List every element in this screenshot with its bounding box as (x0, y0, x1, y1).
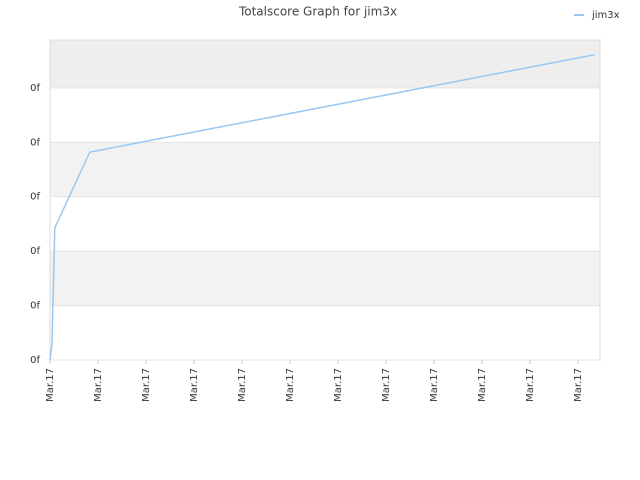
x-tick-label: Mar.17 (429, 368, 440, 402)
x-tick-label: Mar.17 (285, 368, 296, 402)
y-tick-label: 0f (30, 192, 40, 203)
x-tick-label: Mar.17 (141, 368, 152, 402)
x-tick-label: Mar.17 (333, 368, 344, 402)
x-tick-label: Mar.17 (477, 368, 488, 402)
y-tick-label: 0f (30, 355, 40, 366)
y-tick-label: 0f (30, 83, 40, 94)
legend-label: jim3x (591, 10, 620, 21)
y-tick-label: 0f (30, 246, 40, 257)
grid-band (50, 196, 600, 252)
x-tick-label: Mar.17 (573, 368, 584, 402)
plot-background (50, 40, 600, 360)
y-tick-label: 0f (30, 137, 40, 148)
x-tick-label: Mar.17 (525, 368, 536, 402)
chart-title: Totalscore Graph for jim3x (238, 5, 397, 19)
x-tick-label: Mar.17 (189, 368, 200, 402)
y-tick-label: 0f (30, 301, 40, 312)
grid-band (50, 142, 600, 197)
grid-band (50, 87, 600, 143)
x-tick-label: Mar.17 (45, 368, 56, 402)
series-line (49, 53, 595, 361)
grid-band (50, 305, 600, 360)
grid-band (50, 251, 600, 306)
grid-band (50, 40, 600, 88)
x-tick-label: Mar.17 (381, 368, 392, 402)
x-tick-label: Mar.17 (237, 368, 248, 402)
x-tick-label: Mar.17 (93, 368, 104, 402)
